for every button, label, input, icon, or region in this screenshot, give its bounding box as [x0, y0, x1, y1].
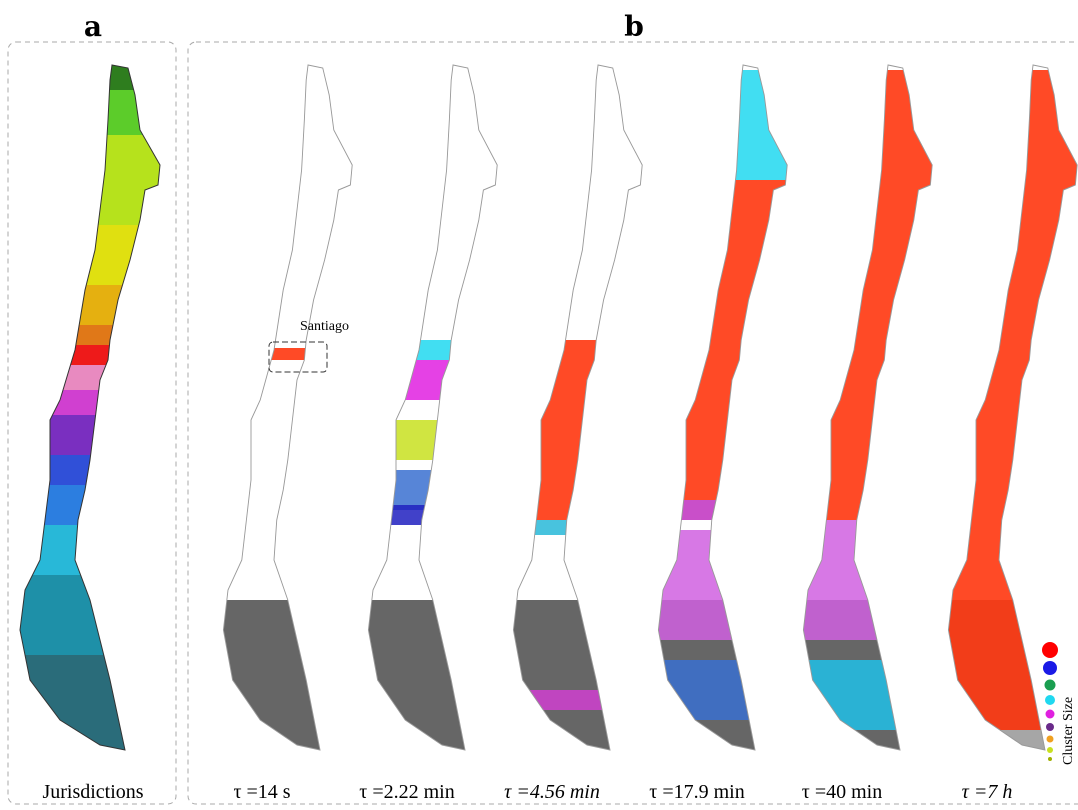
legend-dot: [1046, 735, 1054, 743]
caption: Jurisdictions: [42, 781, 143, 803]
legend-dot: [1047, 747, 1053, 753]
legend-title: Cluster Size: [1061, 697, 1076, 765]
cluster-region: [368, 420, 498, 460]
caption: τ =7 h: [962, 781, 1013, 803]
cluster-region: [223, 348, 353, 360]
map-layers: [948, 70, 1078, 750]
map-layers: [223, 348, 353, 750]
jurisdiction-map: [20, 65, 160, 750]
cluster-region: [948, 670, 1078, 730]
cluster-region: [513, 690, 643, 710]
legend-dot: [1042, 642, 1058, 658]
cluster-region: [368, 470, 498, 510]
cluster-region: [368, 505, 498, 525]
map-layers: [368, 340, 498, 750]
legend: Cluster Size: [1042, 642, 1076, 765]
cluster-region: [658, 530, 788, 640]
annotation-box: [268, 341, 328, 373]
legend-dot: [1048, 757, 1052, 761]
cluster-region: [658, 180, 788, 500]
cluster-region: [513, 520, 643, 535]
caption: τ =4.56 min: [504, 781, 600, 803]
caption: τ =17.9 min: [649, 781, 744, 803]
panel-a-frame: [7, 41, 177, 805]
cluster-region: [513, 340, 643, 520]
panel-label: b: [624, 10, 644, 43]
map-layers: [658, 70, 788, 750]
network-map: [512, 64, 643, 751]
network-map: [657, 64, 788, 751]
network-map: [222, 64, 353, 751]
panel-b-frame: [187, 41, 1078, 805]
caption: τ =2.22 min: [359, 781, 454, 803]
cluster-region: [658, 500, 788, 520]
map-layers: [803, 70, 933, 750]
cluster-region: [803, 70, 933, 520]
map-series: [222, 64, 1078, 751]
caption: τ =40 min: [802, 781, 882, 803]
cluster-region: [948, 70, 1078, 530]
network-map: [367, 64, 498, 751]
caption: τ =14 s: [233, 781, 290, 803]
legend-dot: [1044, 679, 1056, 691]
network-map: [802, 64, 933, 751]
legend-dot: [1046, 723, 1054, 731]
cluster-region: [368, 340, 498, 360]
cluster-region: [658, 70, 788, 180]
panel-label: a: [84, 10, 102, 43]
map-layers: [513, 340, 643, 750]
network-map: [947, 64, 1078, 751]
annotation: Santiago: [300, 319, 349, 334]
legend-dot: [1043, 661, 1057, 675]
cluster-region: [803, 660, 933, 730]
cluster-region: [658, 660, 788, 720]
legend-dot: [1045, 695, 1055, 705]
legend-dot: [1045, 709, 1055, 719]
